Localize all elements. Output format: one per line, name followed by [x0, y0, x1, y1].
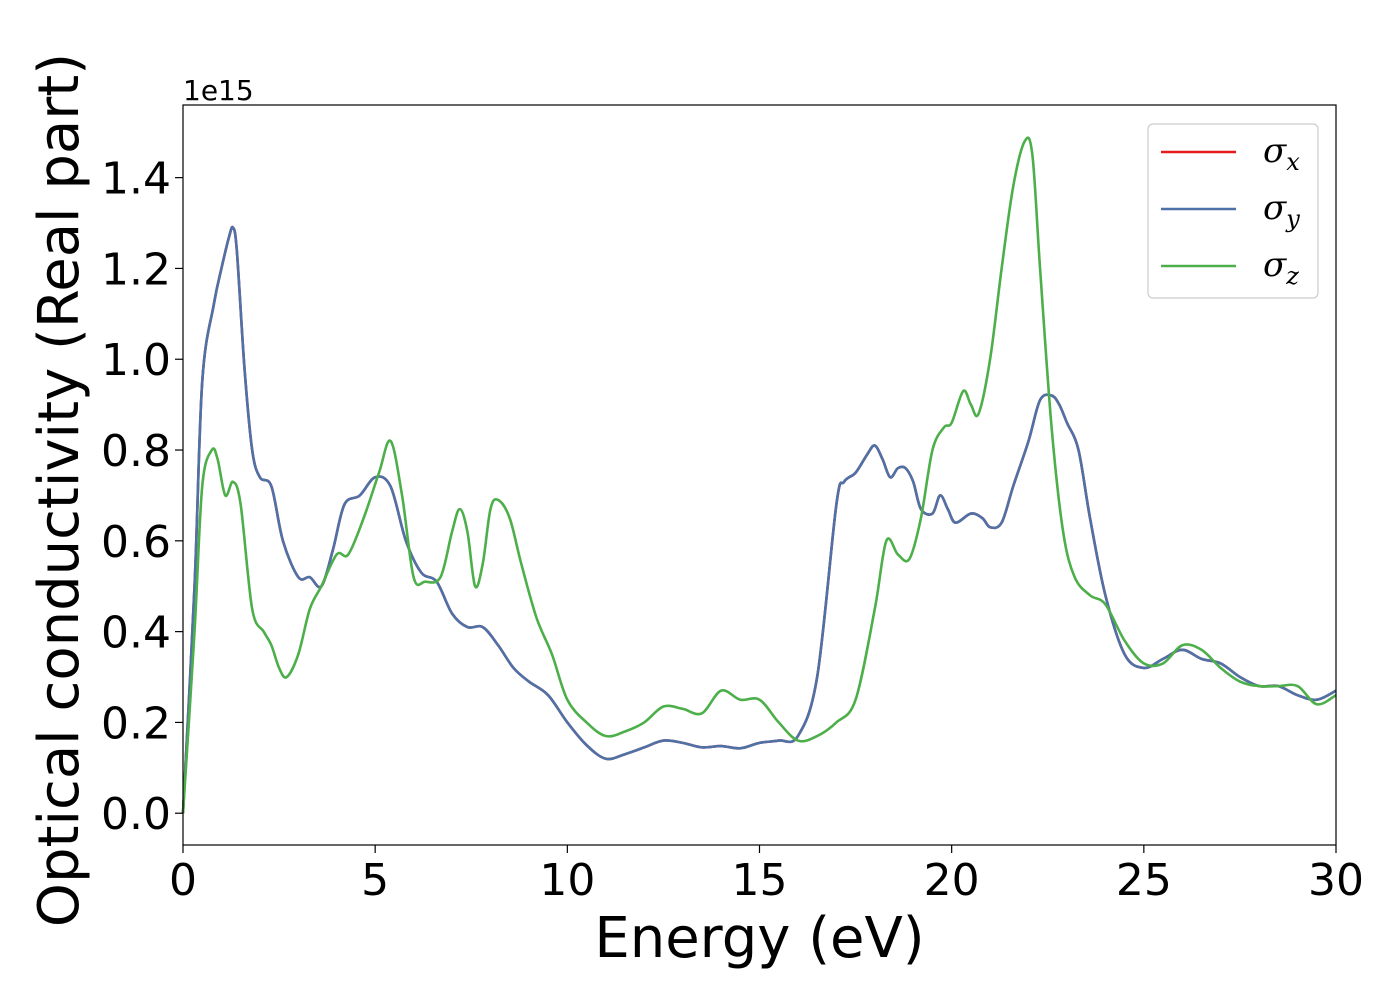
x-tick-label: 15 [732, 855, 788, 906]
y-axis-title: Optical conductivity (Real part) [27, 53, 92, 927]
series-line-z [181, 136, 1337, 814]
x-axis-ticks: 0 5 10 15 20 25 30 [169, 845, 1364, 906]
y-tick-label: 1.4 [101, 154, 171, 205]
legend: σx σy σz [1147, 123, 1319, 299]
y-tick-label: 0.4 [101, 608, 171, 659]
x-tick-label: 20 [924, 855, 980, 906]
x-tick-label: 0 [169, 855, 197, 906]
legend-label-x: σx [1263, 131, 1300, 176]
x-tick-label: 5 [361, 855, 389, 906]
x-tick-label: 25 [1116, 855, 1172, 906]
y-tick-label: 0.6 [101, 517, 171, 568]
x-tick-label: 10 [539, 855, 595, 906]
legend-box [1147, 123, 1319, 299]
x-axis-title: Energy (eV) [594, 906, 924, 971]
y-tick-label: 1.0 [101, 335, 171, 386]
y-tick-label: 0.8 [101, 426, 171, 477]
y-offset-label: 1e15 [183, 74, 254, 107]
y-tick-label: 1.2 [101, 244, 171, 295]
y-tick-label: 0.2 [101, 698, 171, 749]
legend-label-z: σz [1263, 245, 1299, 290]
series-line-y [181, 225, 1337, 814]
x-tick-label: 30 [1308, 855, 1364, 906]
y-tick-label: 0.0 [101, 789, 171, 840]
y-axis-ticks: 0.0 0.2 0.4 0.6 0.8 1.0 1.2 1.4 [101, 154, 183, 840]
plot-lines [181, 136, 1337, 814]
legend-label-y: σy [1263, 188, 1300, 233]
series-line-x [181, 225, 1337, 814]
